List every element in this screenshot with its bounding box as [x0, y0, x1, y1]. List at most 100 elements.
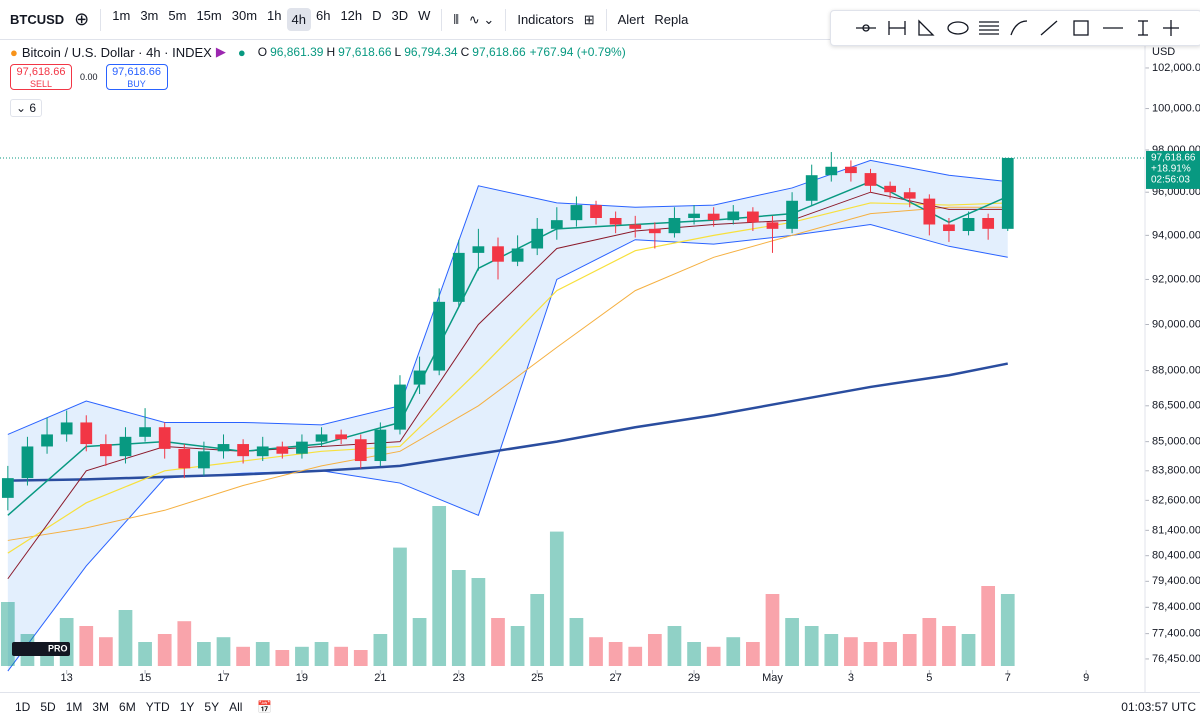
add-symbol[interactable]: ⊕: [74, 9, 90, 29]
indicators[interactable]: Indicators: [517, 12, 574, 27]
candle-body: [80, 422, 93, 445]
range[interactable]: 1Y: [179, 699, 195, 714]
candle-body: [609, 217, 622, 225]
indicator-toggle[interactable]: ⌄ 6: [10, 99, 43, 117]
interval[interactable]: 15m: [196, 8, 222, 23]
indicator-count: 6: [29, 101, 37, 115]
interval[interactable]: 5m: [168, 8, 187, 23]
volume-bar: [844, 637, 858, 666]
range[interactable]: 5Y: [204, 699, 220, 714]
interval[interactable]: 6h: [315, 8, 331, 23]
y-tick-label: 94,000.00: [1152, 229, 1200, 241]
range[interactable]: YTD: [145, 699, 170, 714]
candle-body: [60, 422, 73, 435]
range[interactable]: 3M: [92, 699, 110, 714]
layouts[interactable]: ⊞: [583, 11, 595, 27]
interval[interactable]: 30m: [231, 8, 258, 23]
interval[interactable]: D: [372, 8, 382, 23]
separator: [100, 8, 102, 31]
x-tick-label: 9: [1083, 672, 1089, 684]
candle-body: [158, 427, 171, 449]
ohlc-value: 96,861.39: [270, 45, 324, 59]
interval[interactable]: 3m: [140, 8, 159, 23]
volume-bar: [883, 642, 897, 666]
interval[interactable]: 1h: [267, 8, 282, 23]
candle-body: [845, 166, 857, 174]
buy-button[interactable]: 97,618.66 BUY: [105, 64, 168, 90]
y-tick-label: 102,000.00: [1152, 62, 1200, 74]
bar-style[interactable]: ⫴: [453, 11, 459, 27]
alert[interactable]: Alert: [617, 12, 645, 27]
candle-body: [119, 436, 132, 457]
x-tick-label: 15: [139, 672, 151, 684]
chart-type[interactable]: ∿ ⌄: [468, 11, 495, 27]
volume-bar: [197, 642, 211, 666]
y-tick-label: 78,400.00: [1152, 601, 1200, 613]
volume-bar: [471, 578, 486, 666]
candle-body: [492, 246, 504, 262]
interval[interactable]: 12h: [340, 8, 363, 23]
replay[interactable]: Repla: [654, 12, 689, 27]
candle-body: [315, 434, 328, 442]
y-tick-label: 79,400.00: [1152, 575, 1200, 587]
y-tick-label: 90,000.00: [1152, 318, 1200, 330]
volume-bar: [687, 642, 701, 666]
interval[interactable]: W: [418, 8, 431, 23]
y-tick-label: 100,000.00: [1152, 102, 1200, 114]
range[interactable]: 1M: [65, 699, 83, 714]
volume-bar: [118, 610, 133, 666]
candle-body: [1, 478, 14, 498]
candle-body: [668, 217, 681, 234]
candle-body: [374, 429, 387, 462]
volume-bar: [412, 618, 427, 666]
band-upper: [7, 159, 1008, 435]
band-fill: [7, 160, 1008, 672]
price-tag: [1146, 150, 1200, 189]
sell-button[interactable]: 97,618.66 SELL: [10, 64, 72, 90]
buy-label: BUY: [127, 79, 146, 89]
ohlc-value: 97,618.66: [472, 45, 526, 59]
spread: 0.00: [80, 72, 98, 82]
volume-bar: [334, 646, 349, 666]
volume-bar: [295, 646, 309, 666]
ranges: 1D 5D 1M 3M 6M YTD 1Y 5Y All: [0, 700, 252, 714]
separator: [441, 8, 443, 31]
ohlc-label: L: [394, 45, 402, 59]
range[interactable]: All: [229, 699, 243, 714]
candle-body: [531, 228, 544, 249]
x-tick-label: May: [762, 672, 783, 684]
interval[interactable]: 4h: [286, 8, 311, 31]
legend: ● Bitcoin / U.S. Dollar · 4h · INDEX ▶ ●…: [10, 44, 626, 60]
logo-text: PRO: [48, 643, 68, 653]
volume-bar: [746, 642, 760, 666]
range[interactable]: 1D: [15, 699, 31, 714]
x-tick-label: 5: [926, 672, 932, 684]
range[interactable]: 6M: [119, 699, 136, 714]
sell-label: SELL: [29, 79, 53, 89]
date-range[interactable]: 📅: [257, 699, 273, 714]
volume-bar: [589, 637, 603, 666]
trade-panel: 97,618.66 SELL 0.00 97,618.66 BUY: [10, 64, 168, 90]
x-tick-label: 17: [217, 672, 229, 684]
clock: 01:03:57 UTC: [1121, 699, 1196, 714]
candle-body: [825, 166, 838, 176]
interval[interactable]: 3D: [391, 8, 409, 23]
interval[interactable]: 1m: [112, 8, 131, 23]
range[interactable]: 5D: [40, 699, 56, 714]
volume-bar: [922, 618, 937, 666]
symbol[interactable]: BTCUSD: [10, 12, 65, 27]
y-tick-label: 80,400.00: [1152, 550, 1200, 562]
candle-body: [198, 451, 210, 469]
flag: ▶: [215, 44, 226, 59]
candle-body: [962, 217, 975, 232]
change: +767.94 (+0.79%): [529, 45, 626, 59]
candle-body: [590, 205, 602, 218]
candle-body: [178, 448, 191, 469]
volume-bar: [79, 626, 94, 666]
volume-bar: [549, 531, 564, 666]
candle-body: [550, 220, 563, 229]
y-tick-label: 92,000.00: [1152, 273, 1200, 285]
candle-body: [746, 211, 759, 223]
indicator-line: [7, 191, 1008, 580]
